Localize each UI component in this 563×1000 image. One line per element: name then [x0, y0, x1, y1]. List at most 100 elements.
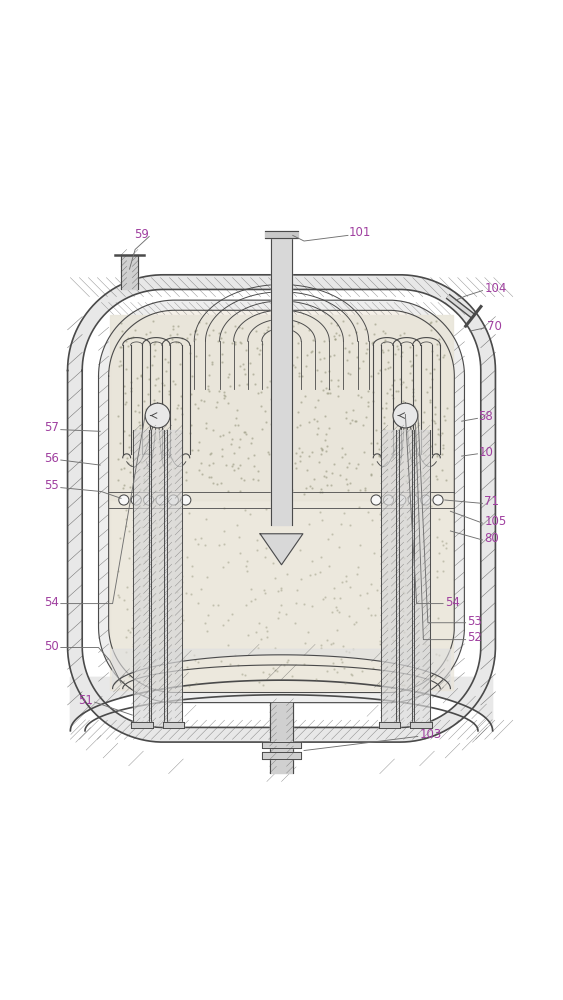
- Point: [120, 378, 129, 394]
- Point: [126, 479, 135, 495]
- Point: [220, 536, 229, 552]
- Point: [136, 556, 145, 572]
- Point: [305, 567, 314, 583]
- Point: [184, 505, 193, 521]
- Point: [117, 461, 126, 477]
- Point: [338, 449, 347, 465]
- Point: [253, 532, 262, 548]
- Point: [145, 371, 154, 387]
- Point: [434, 426, 443, 442]
- Point: [352, 566, 361, 582]
- Point: [310, 399, 319, 415]
- Point: [329, 456, 338, 472]
- Point: [352, 413, 361, 429]
- Point: [154, 383, 163, 399]
- Point: [408, 455, 417, 471]
- Point: [136, 454, 145, 470]
- Point: [276, 580, 285, 596]
- Point: [405, 365, 414, 381]
- Point: [424, 661, 433, 677]
- Text: 52: 52: [467, 631, 482, 644]
- Point: [278, 382, 287, 398]
- Point: [137, 368, 146, 384]
- Point: [205, 367, 214, 383]
- Point: [187, 386, 196, 402]
- Point: [253, 472, 262, 488]
- Point: [129, 638, 138, 654]
- Point: [154, 370, 163, 386]
- Point: [239, 356, 248, 372]
- Point: [416, 671, 425, 687]
- Point: [381, 332, 390, 348]
- Point: [156, 459, 165, 475]
- Point: [235, 431, 244, 447]
- Point: [162, 510, 171, 526]
- Point: [329, 580, 338, 596]
- Point: [194, 654, 203, 670]
- Point: [194, 442, 203, 458]
- Point: [293, 404, 302, 420]
- Point: [173, 584, 182, 600]
- Point: [410, 405, 419, 421]
- Point: [284, 338, 293, 354]
- Polygon shape: [379, 722, 400, 728]
- Point: [275, 430, 284, 446]
- Point: [245, 355, 254, 371]
- Point: [187, 568, 196, 584]
- Point: [379, 409, 388, 425]
- Point: [143, 359, 152, 375]
- Point: [377, 400, 386, 416]
- Point: [162, 363, 171, 379]
- Point: [240, 472, 249, 488]
- Point: [382, 672, 391, 688]
- Point: [315, 484, 324, 500]
- Point: [123, 450, 132, 466]
- Point: [320, 408, 329, 424]
- Point: [308, 553, 317, 569]
- Point: [138, 578, 148, 594]
- Point: [367, 466, 376, 482]
- Circle shape: [131, 495, 141, 505]
- Point: [127, 457, 136, 473]
- Point: [257, 421, 266, 437]
- Polygon shape: [131, 722, 153, 728]
- Point: [399, 467, 408, 483]
- Point: [320, 468, 329, 484]
- Point: [113, 472, 122, 488]
- Point: [303, 624, 312, 640]
- Point: [285, 438, 294, 454]
- Point: [324, 385, 333, 401]
- Point: [168, 607, 177, 623]
- Circle shape: [371, 495, 381, 505]
- Point: [324, 381, 333, 397]
- Point: [221, 457, 230, 473]
- Point: [379, 415, 388, 431]
- Point: [409, 384, 418, 400]
- Circle shape: [408, 495, 418, 505]
- Point: [274, 533, 283, 549]
- Point: [386, 381, 395, 397]
- Point: [233, 417, 242, 433]
- Point: [318, 442, 327, 458]
- Point: [167, 504, 176, 520]
- Point: [361, 335, 370, 351]
- Point: [235, 334, 244, 350]
- Point: [286, 499, 295, 515]
- Text: 58: 58: [479, 410, 493, 423]
- Point: [321, 426, 330, 442]
- Point: [287, 668, 296, 684]
- Point: [304, 516, 313, 532]
- Point: [292, 349, 301, 365]
- Point: [430, 436, 439, 452]
- Point: [178, 612, 187, 628]
- Point: [342, 573, 351, 589]
- Point: [170, 411, 179, 427]
- Point: [334, 327, 343, 343]
- Point: [357, 389, 366, 405]
- Point: [283, 418, 292, 434]
- Point: [113, 563, 122, 579]
- Point: [190, 647, 199, 663]
- Point: [378, 344, 387, 360]
- Point: [205, 446, 215, 462]
- Point: [202, 415, 211, 431]
